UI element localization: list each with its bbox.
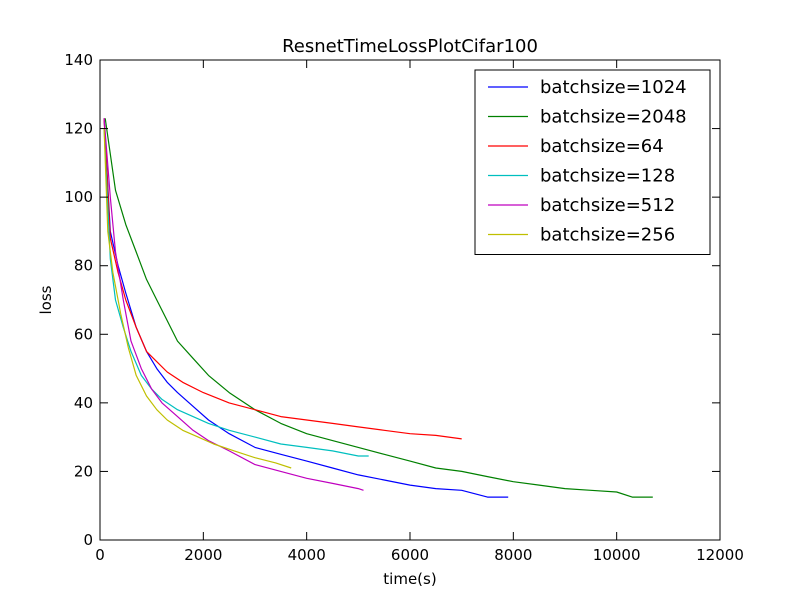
y-tick-label: 140 [64,51,93,69]
legend-label: batchsize=128 [540,166,675,187]
x-tick-label: 0 [95,546,105,564]
x-tick-label: 10000 [593,546,641,564]
legend-label: batchsize=1024 [540,77,687,98]
legend-label: batchsize=2048 [540,107,687,128]
series-line-3 [103,128,369,457]
series-line-0 [103,118,509,498]
y-tick-label: 20 [74,462,93,480]
x-tick-label: 12000 [696,546,744,564]
x-axis-label: time(s) [383,570,436,588]
x-axis-ticks: 0 2000 4000 6000 8000 10000 12000 [95,60,744,564]
legend-box [474,69,711,255]
chart-title: ResnetTimeLossPlotCifar100 [282,36,538,57]
legend: batchsize=1024 batchsize=2048 batchsize=64… [474,69,711,255]
y-axis-label: loss [37,285,55,314]
series-line-4 [103,118,364,491]
legend-label: batchsize=256 [540,225,675,246]
y-tick-label: 120 [64,120,93,138]
y-tick-label: 100 [64,188,93,206]
x-tick-label: 4000 [288,546,326,564]
x-tick-label: 2000 [184,546,222,564]
y-tick-label: 0 [83,531,93,549]
y-tick-label: 40 [74,394,93,412]
series-line-5 [103,128,292,469]
y-tick-label: 60 [74,325,93,343]
x-tick-label: 8000 [494,546,532,564]
x-tick-label: 6000 [391,546,429,564]
legend-label: batchsize=512 [540,195,675,216]
y-tick-label: 80 [74,257,93,275]
series-layer [103,118,653,498]
series-line-2 [103,118,462,440]
y-axis-ticks: 0 20 40 60 80 100 120 140 [64,51,720,549]
series-line-1 [104,118,653,498]
legend-label: batchsize=64 [540,136,664,157]
